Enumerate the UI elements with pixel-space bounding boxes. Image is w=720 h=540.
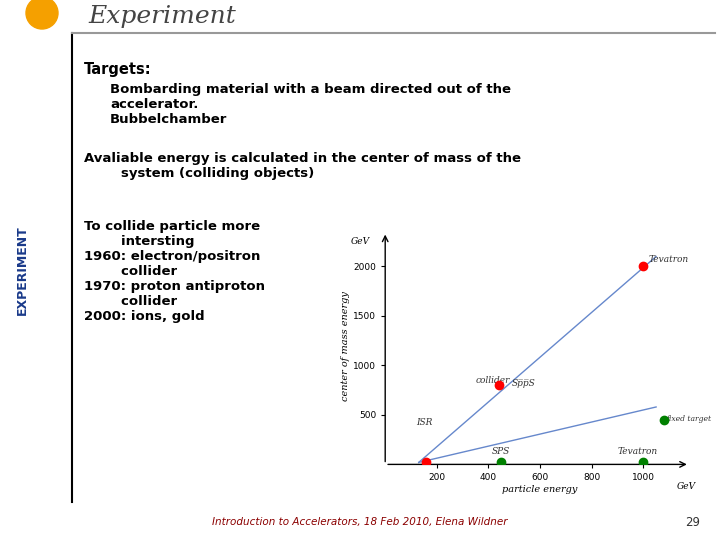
Y-axis label: center of mass energy: center of mass energy [341,291,351,401]
Text: Experiment: Experiment [88,4,235,28]
Text: Bombarding material with a beam directed out of the
accelerator.
Bubbelchamber: Bombarding material with a beam directed… [110,83,511,126]
Text: ISR: ISR [416,418,433,427]
Text: To collide particle more
        intersting
1960: electron/positron
        coll: To collide particle more intersting 1960… [84,220,265,323]
Text: Tevatron: Tevatron [649,255,688,265]
Circle shape [26,0,58,29]
Text: EXPERIMENT: EXPERIMENT [16,225,29,315]
Text: 29: 29 [685,516,700,529]
Text: Tevatron: Tevatron [618,448,658,456]
Text: GeV: GeV [351,237,370,246]
Text: Sp̅p̅S: Sp̅p̅S [512,379,536,388]
Text: collider: collider [475,376,510,385]
Text: GeV: GeV [677,482,696,491]
Text: Targets:: Targets: [84,62,152,77]
Text: fixed target: fixed target [667,415,711,423]
X-axis label: particle energy: particle energy [503,485,577,494]
Text: Introduction to Accelerators, 18 Feb 2010, Elena Wildner: Introduction to Accelerators, 18 Feb 201… [212,517,508,527]
Text: SPS: SPS [492,448,510,456]
Text: Avaliable energy is calculated in the center of mass of the
        system (coll: Avaliable energy is calculated in the ce… [84,152,521,180]
